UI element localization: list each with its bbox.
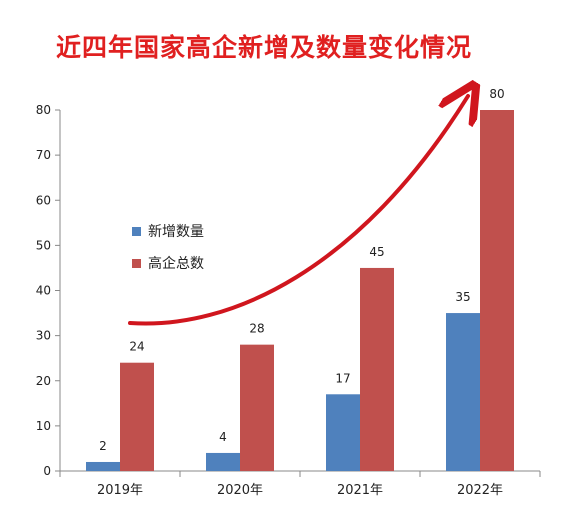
data-label: 28 [249,322,264,336]
data-label: 24 [129,340,144,354]
trend-arrow-icon [128,96,468,326]
legend-swatch [132,259,141,268]
bar-new [206,452,240,471]
legend-label: 新增数量 [148,224,204,240]
x-tick-label: 2020年 [217,483,263,498]
data-label: 35 [455,290,470,304]
bar-total [360,267,394,471]
x-tick-label: 2019年 [97,483,143,498]
bar-new [326,394,360,471]
chart-title: 近四年国家高企新增及数量变化情况 [56,33,473,62]
legend-swatch [132,227,141,236]
data-label: 2 [99,439,107,453]
y-tick-label: 70 [36,148,51,162]
data-label: 17 [335,371,350,385]
bar-total [480,110,514,471]
legend-label: 高企总数 [148,255,204,272]
x-tick-label: 2021年 [337,483,383,498]
y-tick-label: 30 [36,329,51,343]
y-tick-label: 10 [36,419,51,433]
x-tick-label: 2022年 [457,483,503,498]
data-label: 80 [489,87,504,101]
y-tick-label: 0 [43,464,51,478]
y-tick-label: 80 [36,103,51,117]
bar-new [86,461,120,471]
bar-new [446,313,480,471]
y-tick-label: 50 [36,238,51,252]
data-label: 4 [219,430,227,444]
y-tick-label: 60 [36,193,51,207]
bar-total [240,344,274,471]
y-tick-label: 20 [36,374,51,388]
y-tick-label: 40 [36,284,51,298]
data-label: 45 [369,245,384,259]
bar-total [120,362,154,471]
